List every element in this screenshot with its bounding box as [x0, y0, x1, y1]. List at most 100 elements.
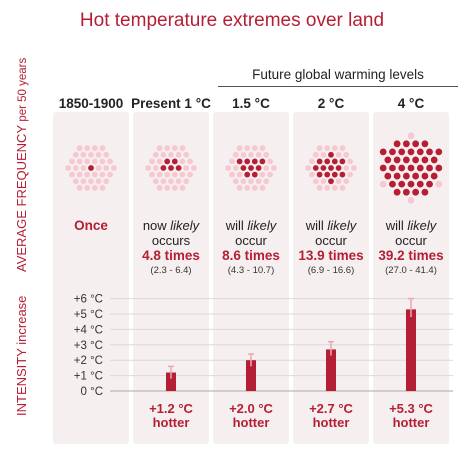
- background-dot: [187, 171, 193, 178]
- event-dot: [171, 158, 178, 165]
- background-dot: [156, 145, 163, 152]
- bar: [166, 372, 176, 391]
- background-dot: [225, 165, 232, 171]
- event-dot: [398, 164, 406, 172]
- event-dot: [426, 164, 433, 172]
- frequency-text-2: will likely occur 13.9 times (6.9 - 16.6…: [289, 218, 373, 278]
- background-dot: [76, 184, 83, 191]
- background-dot: [156, 158, 163, 165]
- background-dot: [156, 184, 163, 191]
- event-dot: [236, 158, 243, 165]
- freq-range: (2.3 - 6.4): [150, 265, 192, 276]
- background-dot: [305, 165, 312, 171]
- background-dot: [407, 132, 415, 140]
- column-header: 1850-1900: [58, 96, 124, 111]
- background-dot: [99, 158, 106, 165]
- background-dot: [99, 145, 106, 152]
- background-dot: [347, 171, 353, 178]
- event-dot: [328, 151, 334, 158]
- future-bracket-line: [218, 86, 458, 87]
- background-dot: [267, 158, 273, 165]
- background-dot: [99, 184, 106, 191]
- event-dot: [248, 165, 254, 171]
- background-dot: [240, 178, 247, 185]
- y-tick-label: +4 °C: [74, 324, 103, 336]
- background-dot: [343, 151, 350, 158]
- frequency-text-present: now likely occurs 4.8 times (2.3 - 6.4): [129, 218, 213, 278]
- background-dot: [320, 178, 327, 185]
- event-dot: [426, 180, 433, 188]
- background-dot: [248, 178, 254, 185]
- background-dot: [320, 151, 327, 158]
- event-dot: [168, 165, 174, 171]
- background-dot: [331, 145, 338, 152]
- y-tick-label: +6 °C: [74, 294, 103, 306]
- background-dot: [316, 145, 323, 152]
- freq-em: likely: [327, 218, 357, 233]
- event-dot: [324, 158, 331, 165]
- freq-pre: now: [142, 218, 171, 233]
- event-dot: [240, 165, 247, 171]
- freq-pre: will: [225, 218, 248, 233]
- background-dot: [179, 145, 186, 152]
- freq-em: likely: [247, 218, 277, 233]
- event-dot: [416, 180, 424, 188]
- column-header: 4 °C: [397, 96, 425, 111]
- background-dot: [80, 178, 87, 185]
- background-dot: [99, 171, 106, 178]
- event-dot: [393, 156, 401, 164]
- background-dot: [339, 184, 346, 191]
- background-dot: [80, 151, 87, 158]
- chart-title: Hot temperature extremes over land: [79, 10, 385, 31]
- event-dot: [421, 140, 429, 148]
- event-dot: [379, 164, 387, 172]
- freq-pre: will: [305, 218, 328, 233]
- hotter-value: +5.3 °C: [389, 401, 433, 416]
- event-dot: [312, 165, 319, 171]
- event-dot: [335, 165, 342, 171]
- background-dot: [240, 151, 247, 158]
- event-dot: [402, 172, 410, 180]
- event-dot: [328, 165, 334, 171]
- y-tick-label: +3 °C: [74, 340, 103, 352]
- event-dot: [435, 164, 443, 172]
- event-dot: [402, 140, 410, 148]
- hotter-label-present: +1.2 °C hotter: [129, 402, 213, 430]
- background-dot: [331, 184, 338, 191]
- y-tick-label: +1 °C: [74, 371, 103, 383]
- freq-em: likely: [170, 218, 200, 233]
- background-dot: [259, 184, 266, 191]
- background-dot: [160, 151, 167, 158]
- background-dot: [149, 158, 155, 165]
- background-dot: [270, 165, 277, 171]
- hotter-label-1-5: +2.0 °C hotter: [209, 402, 293, 430]
- background-dot: [152, 151, 159, 158]
- background-dot: [69, 158, 75, 165]
- background-dot: [88, 178, 94, 185]
- background-dot: [95, 165, 102, 171]
- background-dot: [91, 171, 98, 178]
- background-dot: [72, 178, 79, 185]
- background-dot: [164, 184, 171, 191]
- event-dot: [244, 158, 251, 165]
- hotter-word: hotter: [312, 415, 350, 430]
- background-dot: [103, 165, 110, 171]
- background-dot: [164, 145, 171, 152]
- background-dot: [175, 178, 182, 185]
- background-dot: [335, 178, 342, 185]
- background-dot: [168, 151, 174, 158]
- event-dot: [160, 165, 167, 171]
- background-dot: [72, 151, 79, 158]
- event-dot: [389, 164, 396, 172]
- event-dot: [164, 158, 171, 165]
- background-dot: [236, 184, 243, 191]
- event-dot: [244, 171, 251, 178]
- background-dot: [350, 165, 357, 171]
- event-dot: [412, 140, 420, 148]
- event-dot: [255, 165, 262, 171]
- background-dot: [171, 145, 178, 152]
- background-dot: [255, 178, 262, 185]
- background-dot: [347, 158, 353, 165]
